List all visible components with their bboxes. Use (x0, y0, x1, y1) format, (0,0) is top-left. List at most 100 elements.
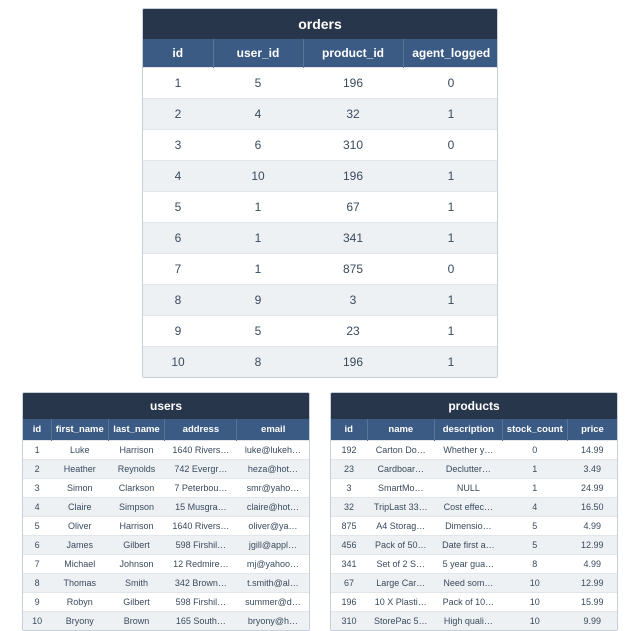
table-cell: 10 (502, 574, 567, 593)
table-cell: 310 (331, 612, 367, 631)
table-cell: 9 (143, 316, 213, 347)
table-cell: Harrison (108, 441, 165, 460)
table-row: 51671 (143, 192, 498, 223)
table-cell: 23 (303, 316, 403, 347)
users-grid: idfirst_namelast_nameaddressemail 1LukeH… (23, 419, 309, 630)
orders-col-user_id: user_id (213, 39, 303, 68)
table-cell: 1 (403, 161, 498, 192)
products-col-name: name (367, 419, 435, 441)
table-cell: 10 (213, 161, 303, 192)
table-cell: Large Car… (367, 574, 435, 593)
table-row: 718750 (143, 254, 498, 285)
table-cell: 3 (331, 479, 367, 498)
table-cell: 8 (23, 574, 51, 593)
table-cell: 742 Evergr… (165, 460, 237, 479)
table-cell: 196 (303, 68, 403, 99)
table-cell: 6 (23, 536, 51, 555)
table-cell: 24.99 (567, 479, 617, 498)
users-col-email: email (237, 419, 309, 441)
table-cell: 23 (331, 460, 367, 479)
table-cell: smr@yaho… (237, 479, 309, 498)
table-cell: 5 (502, 517, 567, 536)
orders-col-agent_logged: agent_logged (403, 39, 498, 68)
table-cell: heza@hot… (237, 460, 309, 479)
table-cell: 1 (213, 192, 303, 223)
table-cell: 341 (303, 223, 403, 254)
table-cell: Pack of 50… (367, 536, 435, 555)
users-col-id: id (23, 419, 51, 441)
table-cell: 5 (213, 316, 303, 347)
table-cell: Clarkson (108, 479, 165, 498)
products-table: products idnamedescriptionstock_countpri… (330, 392, 618, 631)
table-cell: 9.99 (567, 612, 617, 631)
table-cell: 7 (143, 254, 213, 285)
table-cell: 1640 Rivers… (165, 441, 237, 460)
table-cell: 196 (303, 347, 403, 378)
table-cell: 12.99 (567, 536, 617, 555)
table-cell: 0 (403, 68, 498, 99)
table-cell: jgill@appl… (237, 536, 309, 555)
table-cell: Dimensio… (435, 517, 503, 536)
table-row: 24321 (143, 99, 498, 130)
table-cell: bryony@h… (237, 612, 309, 631)
table-row: 310StorePac 5…High quali…109.99 (331, 612, 617, 631)
table-cell: 1 (213, 254, 303, 285)
table-row: 151960 (143, 68, 498, 99)
table-row: 5OliverHarrison1640 Rivers…oliver@ya… (23, 517, 309, 536)
table-row: 23Cardboar…Declutter…13.49 (331, 460, 617, 479)
table-cell: 875 (331, 517, 367, 536)
table-row: 67Large Car…Need som…1012.99 (331, 574, 617, 593)
table-cell: 10 (143, 347, 213, 378)
table-cell: 9 (213, 285, 303, 316)
table-cell: Gilbert (108, 536, 165, 555)
table-cell: 1 (403, 316, 498, 347)
orders-col-product_id: product_id (303, 39, 403, 68)
table-cell: Cost effec… (435, 498, 503, 517)
table-cell: 2 (23, 460, 51, 479)
table-cell: 1 (143, 68, 213, 99)
users-col-last_name: last_name (108, 419, 165, 441)
table-cell: 10 (23, 612, 51, 631)
table-cell: 6 (213, 130, 303, 161)
table-cell: luke@lukeh… (237, 441, 309, 460)
table-cell: Oliver (51, 517, 108, 536)
table-cell: 4.99 (567, 555, 617, 574)
table-row: 32TripLast 33…Cost effec…416.50 (331, 498, 617, 517)
table-cell: 8 (143, 285, 213, 316)
table-cell: Smith (108, 574, 165, 593)
table-cell: 3 (143, 130, 213, 161)
table-cell: 4 (23, 498, 51, 517)
table-cell: 32 (303, 99, 403, 130)
table-row: 95231 (143, 316, 498, 347)
table-cell: Carton Do… (367, 441, 435, 460)
table-cell: 4 (143, 161, 213, 192)
table-cell: 0 (403, 254, 498, 285)
table-row: 7MichaelJohnson12 Redmire…mj@yahoo… (23, 555, 309, 574)
table-cell: 598 Firshil… (165, 536, 237, 555)
table-cell: 1 (403, 223, 498, 254)
table-cell: 12.99 (567, 574, 617, 593)
users-col-first_name: first_name (51, 419, 108, 441)
table-cell: James (51, 536, 108, 555)
table-cell: 5 (143, 192, 213, 223)
table-cell: 2 (143, 99, 213, 130)
table-cell: Reynolds (108, 460, 165, 479)
table-cell: 16.50 (567, 498, 617, 517)
table-cell: mj@yahoo… (237, 555, 309, 574)
table-cell: Set of 2 S… (367, 555, 435, 574)
table-cell: 67 (303, 192, 403, 223)
table-cell: 3 (23, 479, 51, 498)
table-row: 10BryonyBrown165 South…bryony@h… (23, 612, 309, 631)
table-cell: 456 (331, 536, 367, 555)
table-cell: Need som… (435, 574, 503, 593)
table-cell: t.smith@al… (237, 574, 309, 593)
table-cell: High quali… (435, 612, 503, 631)
table-row: 341Set of 2 S…5 year gua…84.99 (331, 555, 617, 574)
table-cell: 5 (23, 517, 51, 536)
table-cell: 1 (403, 347, 498, 378)
table-row: 8ThomasSmith342 Brown…t.smith@al… (23, 574, 309, 593)
table-row: 456Pack of 50…Date first a…512.99 (331, 536, 617, 555)
table-cell: 10 X Plasti… (367, 593, 435, 612)
table-row: 192Carton Do…Whether y…014.99 (331, 441, 617, 460)
table-cell: Bryony (51, 612, 108, 631)
